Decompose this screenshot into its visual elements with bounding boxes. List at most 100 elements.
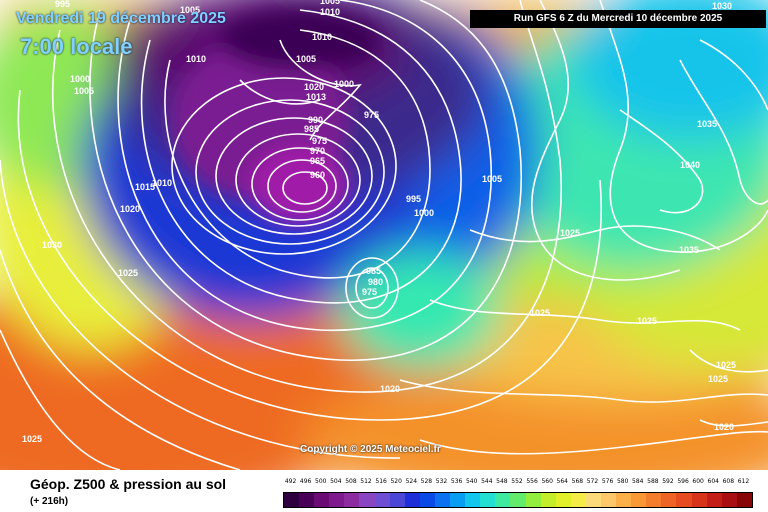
isobar-label: 990: [308, 115, 323, 125]
legend-swatch: [465, 493, 481, 507]
legend-swatch: [314, 493, 330, 507]
isobar-label: 1000: [70, 74, 90, 84]
isobar-label: 1025: [560, 228, 580, 238]
legend-label: 516: [375, 478, 387, 485]
isobar-label: 995: [406, 194, 421, 204]
legend-swatch: [299, 493, 315, 507]
legend-swatch: [646, 493, 662, 507]
legend-label: 544: [481, 478, 493, 485]
isobar-label: 1025: [716, 360, 736, 370]
isobar-label: 985: [366, 266, 381, 276]
legend-label: 532: [435, 478, 448, 485]
legend-label: 560: [541, 478, 553, 485]
legend-swatch: [450, 493, 466, 507]
legend-label: 508: [345, 478, 357, 485]
isobar-label: 1010: [186, 54, 206, 64]
legend-label: 568: [571, 478, 584, 485]
isobar-labels: 995 1005 1010 1005 1010 1000 1005 1010 1…: [22, 0, 736, 444]
isobar-label: 980: [368, 277, 383, 287]
legend-label: 548: [496, 478, 508, 485]
legend-swatch: [525, 493, 541, 507]
isobar-label: 1013: [306, 92, 326, 102]
legend-label: 492: [284, 478, 297, 485]
forecast-time: 7:00 locale: [20, 34, 133, 59]
legend-labels: 492 496 500 504 508 512 516 520 524 528 532 536 540 5…: [283, 478, 751, 490]
legend-swatch: [631, 493, 647, 507]
legend-label: 500: [315, 478, 327, 485]
isobar-label: 1005: [320, 0, 340, 6]
isobar-label: 1020: [304, 82, 324, 92]
legend-swatch: [389, 493, 405, 507]
isobar-label: 1030: [42, 240, 62, 250]
legend-swatch: [555, 493, 571, 507]
isobar-label: 1005: [482, 174, 502, 184]
copyright: Copyright © 2025 Meteociel.fr: [300, 444, 441, 455]
isobar-label: 1000: [414, 208, 434, 218]
legend-label: 540: [465, 478, 478, 485]
map-canvas: 995 1005 1010 1005 1010 1000 1005 1010 1…: [0, 0, 768, 470]
isobar-label: 1005: [74, 86, 94, 96]
legend-swatch: [691, 493, 707, 507]
legend-label: 596: [677, 478, 689, 485]
legend-swatch: [616, 493, 632, 507]
legend-label: 536: [450, 478, 463, 485]
isobar-label: 1025: [708, 374, 728, 384]
z500-field: [0, 0, 768, 470]
isobar-label: 1005: [296, 54, 316, 64]
isobar-label: 975: [364, 110, 379, 120]
legend-swatch: [706, 493, 722, 507]
weather-map: 995 1005 1010 1005 1010 1000 1005 1010 1…: [0, 0, 768, 470]
isobar-label: 1020: [120, 204, 140, 214]
isobar-label: 1010: [320, 7, 340, 17]
legend-label: 592: [662, 478, 674, 485]
legend-label: 588: [647, 478, 659, 485]
legend-label: 556: [526, 478, 538, 485]
legend-swatch: [419, 493, 435, 507]
isobar-label: 970: [310, 146, 325, 156]
isobar-label: 1025: [530, 308, 550, 318]
legend-swatch: [434, 493, 451, 507]
legend-label: 600: [692, 478, 704, 485]
isobar-label: 975: [312, 136, 327, 146]
isobar-label: 1010: [152, 178, 172, 188]
legend-swatch: [359, 493, 375, 507]
legend-label: 496: [299, 478, 312, 485]
legend-swatch: [329, 493, 345, 507]
isobar-label: 1035: [697, 119, 717, 129]
forecast-date: Vendredi 19 décembre 2025: [16, 10, 226, 27]
legend-swatch: [374, 493, 390, 507]
legend-label: 580: [616, 478, 629, 485]
legend-swatch: [721, 493, 737, 507]
isobar-label: 960: [310, 170, 325, 180]
legend-label: 612: [737, 478, 750, 485]
legend-label: 572: [586, 478, 599, 485]
run-info: Run GFS 6 Z du Mercredi 10 décembre 2025: [470, 10, 766, 28]
legend-swatch: [404, 493, 420, 507]
legend-swatch: [600, 493, 617, 507]
isobar-label: 1025: [637, 316, 657, 326]
legend-swatch: [480, 493, 496, 507]
legend-swatch: [284, 493, 300, 507]
legend-label: 520: [390, 478, 402, 485]
legend-swatch: [661, 493, 677, 507]
color-legend: 492 496 500 504 508 512 516 520 524 528 532 536 540 5…: [283, 478, 753, 510]
footer: Géop. Z500 & pression au sol (+ 216h) 49…: [0, 470, 768, 512]
isobar-label: 965: [310, 156, 325, 166]
legend-label: 524: [405, 478, 418, 485]
isobar-label: 975: [362, 287, 377, 297]
legend-swatch: [570, 493, 586, 507]
isobar-label: 985: [304, 124, 319, 134]
isobar-label: 1035: [679, 245, 699, 255]
legend-swatch: [736, 493, 752, 507]
legend-swatch: [676, 493, 692, 507]
legend-swatch: [510, 493, 526, 507]
legend-swatch: [344, 493, 360, 507]
isobar-label: 1015: [135, 182, 155, 192]
isobar-label: 1000: [334, 79, 354, 89]
legend-label: 504: [330, 478, 342, 485]
legend-label: 552: [511, 478, 523, 485]
isobars: [0, 0, 768, 470]
legend-label: 584: [632, 478, 644, 485]
isobar-label: 1010: [312, 32, 332, 42]
legend-label: 608: [722, 478, 735, 485]
